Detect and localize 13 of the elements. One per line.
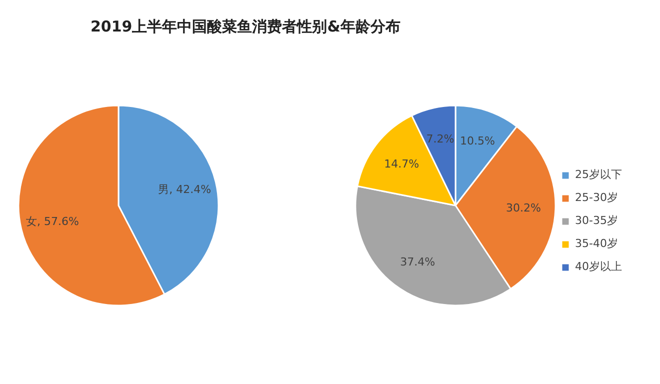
legend-label: 25岁以下 xyxy=(575,167,622,182)
legend-label: 30-35岁 xyxy=(575,213,618,228)
slice-label: 女, 57.6% xyxy=(26,215,79,228)
legend-label: 25-30岁 xyxy=(575,190,618,205)
slice-label: 男, 42.4% xyxy=(158,182,212,196)
data-label: 37.4% xyxy=(400,255,436,268)
chart-title: 2019上半年中国酸菜鱼消费者性别&年龄分布 xyxy=(90,18,400,36)
legend-label: 40岁以上 xyxy=(575,259,622,274)
data-label: 7.2% xyxy=(426,132,454,146)
data-label: 10.5% xyxy=(460,134,496,148)
legend-label: 35-40岁 xyxy=(575,236,618,251)
data-label: 30.2% xyxy=(506,202,541,215)
data-label: 14.7% xyxy=(384,157,420,170)
